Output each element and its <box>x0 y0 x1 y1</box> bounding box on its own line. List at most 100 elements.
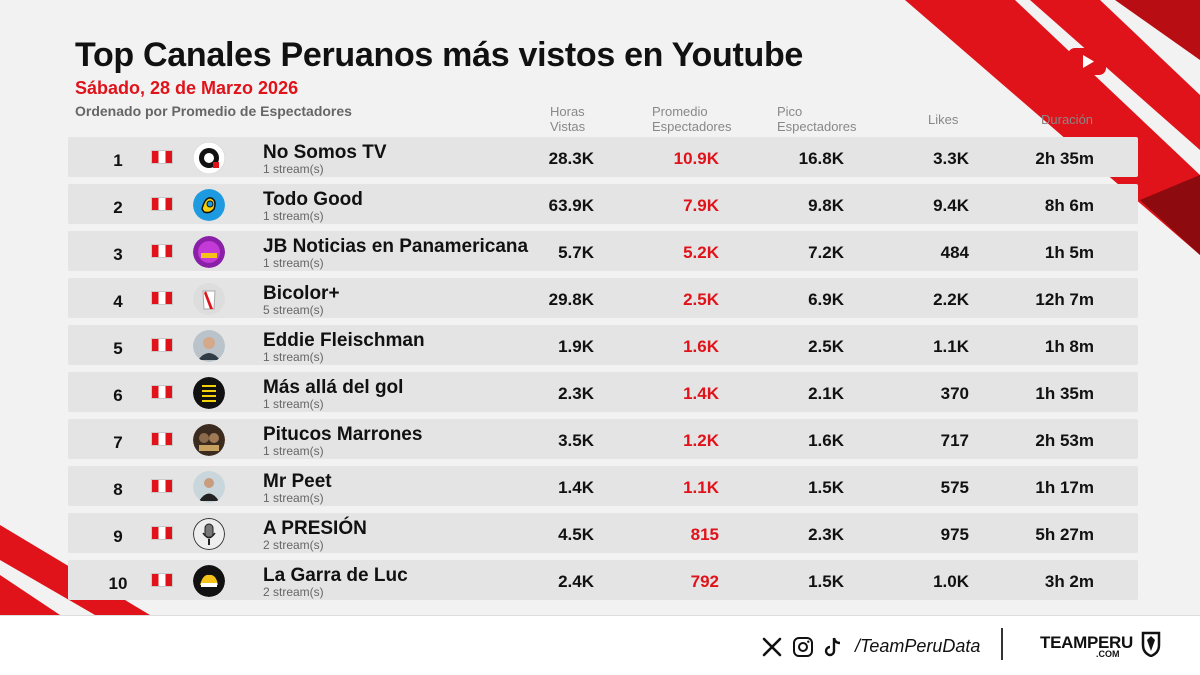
peak-value: 2.1K <box>808 384 844 403</box>
channel-avatar <box>193 330 225 362</box>
hours-value: 5.7K <box>558 243 594 262</box>
likes-value: 2.2K <box>933 290 969 309</box>
stream-count: 1 stream(s) <box>263 444 324 458</box>
likes-value: 717 <box>940 431 969 450</box>
peak-value: 1.6K <box>808 431 844 450</box>
stream-count: 5 stream(s) <box>263 303 324 317</box>
page-title: Top Canales Peruanos más vistos en Youtu… <box>75 36 804 74</box>
channel-name: Pitucos Marrones <box>263 424 423 445</box>
duration-value: 1h 35m <box>1035 384 1094 403</box>
table-row: 9 A PRESIÓN 2 stream(s) 4.5K 815 2.3K 97… <box>68 513 1138 553</box>
duration-value: 2h 53m <box>1035 431 1094 450</box>
footer-divider <box>1001 628 1003 660</box>
hours-value: 1.9K <box>558 337 594 356</box>
average-value: 1.2K <box>683 431 719 450</box>
channel-name: Bicolor+ <box>263 283 340 304</box>
stream-count: 1 stream(s) <box>263 491 324 505</box>
channel-avatar <box>193 236 225 268</box>
peak-value: 1.5K <box>808 572 844 591</box>
hours-value: 4.5K <box>558 525 594 544</box>
column-header-duration: Duración <box>1041 112 1094 127</box>
brand-logo: TEAMPERU <box>1040 633 1133 652</box>
peru-flag-icon <box>151 526 173 540</box>
rank: 5 <box>113 339 123 358</box>
rank: 1 <box>113 151 123 170</box>
column-header-peak: Pico Espectadores <box>777 104 857 134</box>
sort-note: Ordenado por Promedio de Espectadores <box>75 103 352 119</box>
channel-name: No Somos TV <box>263 142 387 163</box>
stream-count: 1 stream(s) <box>263 256 324 270</box>
table-row: 7 Pitucos Marrones 1 stream(s) 3.5K 1.2K… <box>68 419 1138 459</box>
rank: 3 <box>113 245 123 264</box>
duration-value: 8h 6m <box>1044 196 1094 215</box>
channel-avatar <box>193 565 225 597</box>
peru-flag-icon <box>151 432 173 446</box>
peru-flag-icon <box>151 291 173 305</box>
duration-value: 1h 17m <box>1035 478 1094 497</box>
channel-avatar <box>193 142 225 174</box>
channel-avatar <box>193 189 225 221</box>
average-value: 1.6K <box>683 337 719 356</box>
average-value: 7.9K <box>683 196 719 215</box>
likes-value: 370 <box>940 384 969 403</box>
rank: 8 <box>113 480 123 499</box>
youtube-icon <box>1068 48 1106 75</box>
channel-avatar <box>193 377 225 409</box>
footer <box>0 615 1200 675</box>
rank: 7 <box>113 433 123 452</box>
stream-count: 1 stream(s) <box>263 162 324 176</box>
average-value: 815 <box>690 525 719 544</box>
hours-value: 29.8K <box>548 290 594 309</box>
peak-value: 16.8K <box>798 149 844 168</box>
tiktok-icon[interactable] <box>822 636 844 658</box>
likes-value: 575 <box>940 478 969 497</box>
table-row: 10 La Garra de Luc 2 stream(s) 2.4K 792 … <box>68 560 1138 600</box>
table-row: 8 Mr Peet 1 stream(s) 1.4K 1.1K 1.5K 575… <box>68 466 1138 506</box>
channel-avatar <box>193 518 225 550</box>
hours-value: 28.3K <box>548 149 594 168</box>
average-value: 5.2K <box>683 243 719 262</box>
likes-value: 975 <box>940 525 969 544</box>
hours-value: 2.3K <box>558 384 594 403</box>
rank: 2 <box>113 198 123 217</box>
likes-value: 9.4K <box>933 196 969 215</box>
column-header-hours: Horas Vistas <box>550 104 586 134</box>
rank: 10 <box>108 574 128 593</box>
stream-count: 1 stream(s) <box>263 209 324 223</box>
duration-value: 5h 27m <box>1035 525 1094 544</box>
column-header-average: Promedio Espectadores <box>652 104 732 134</box>
channel-avatar <box>193 471 225 503</box>
channel-name: La Garra de Luc <box>263 565 408 586</box>
peru-flag-icon <box>151 385 173 399</box>
stream-count: 2 stream(s) <box>263 538 324 552</box>
duration-value: 2h 35m <box>1035 149 1094 168</box>
shield-icon <box>1141 631 1161 657</box>
duration-value: 12h 7m <box>1035 290 1094 309</box>
stream-count: 1 stream(s) <box>263 350 324 364</box>
hours-value: 3.5K <box>558 431 594 450</box>
rank: 9 <box>113 527 123 546</box>
rank: 6 <box>113 386 123 405</box>
duration-value: 1h 8m <box>1044 337 1094 356</box>
average-value: 2.5K <box>683 290 719 309</box>
channel-name: Todo Good <box>263 189 363 210</box>
hours-value: 1.4K <box>558 478 594 497</box>
table-row: 4 Bicolor+ 5 stream(s) 29.8K 2.5K 6.9K 2… <box>68 278 1138 318</box>
date-subtitle: Sábado, 28 de Marzo 2026 <box>75 78 299 98</box>
x-icon[interactable] <box>761 636 783 658</box>
peru-flag-icon <box>151 573 173 587</box>
channel-name: JB Noticias en Panamericana <box>263 236 529 257</box>
channel-name: A PRESIÓN <box>263 518 367 539</box>
table-row: 1 No Somos TV 1 stream(s) 28.3K 10.9K 16… <box>68 137 1138 177</box>
channel-avatar <box>193 424 225 456</box>
likes-value: 484 <box>940 243 969 262</box>
channel-name: Mr Peet <box>263 471 332 492</box>
peru-flag-icon <box>151 150 173 164</box>
average-value: 10.9K <box>673 149 719 168</box>
social-handle[interactable]: /TeamPeruData <box>855 636 981 656</box>
instagram-icon[interactable] <box>792 636 814 658</box>
duration-value: 1h 5m <box>1044 243 1094 262</box>
channel-avatar <box>193 283 225 315</box>
peru-flag-icon <box>151 338 173 352</box>
peak-value: 2.3K <box>808 525 844 544</box>
